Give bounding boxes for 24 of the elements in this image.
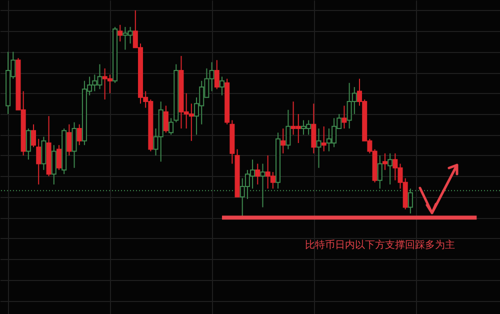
candlestick [118,24,123,42]
candlestick [255,163,260,185]
candlestick [66,124,72,156]
candlestick [321,126,326,152]
candlestick [41,136,46,170]
candlestick [311,103,316,154]
candlestick [56,144,62,170]
candlestick [26,128,31,160]
candlestick [286,109,291,150]
candlestick [31,124,36,148]
candlestick [388,152,393,185]
candlestick [219,76,224,96]
candlestick [280,128,286,154]
candlestick [163,105,168,134]
candlestick [342,105,347,129]
candlestick [316,128,322,168]
text: 比特币日内以下方支撑回踩多为主 [305,238,455,251]
candlestick [76,124,82,146]
candlestick [51,144,56,185]
candlestick [214,60,220,90]
candlestick [72,122,77,168]
candlestick [36,138,42,185]
candlestick [168,118,174,136]
candlestick [382,152,388,170]
